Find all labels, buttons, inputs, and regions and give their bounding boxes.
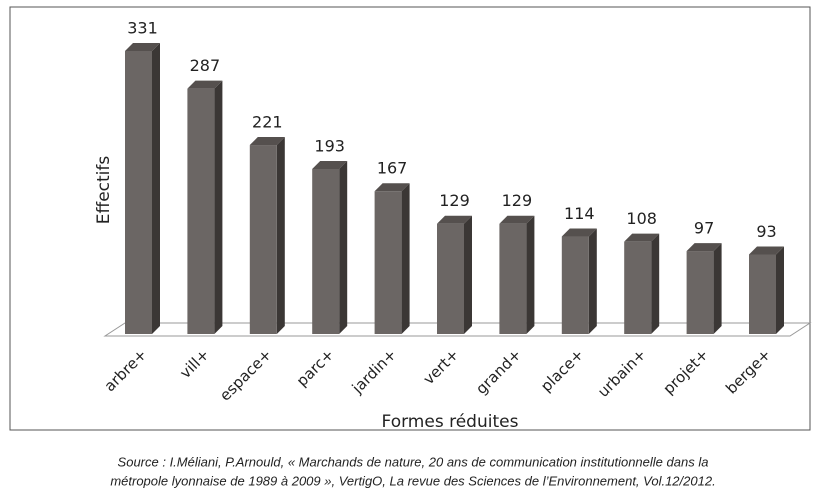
value-label: 108 (626, 209, 657, 228)
bar-top (437, 215, 472, 224)
bar-top (686, 243, 722, 252)
bar-top (374, 183, 410, 192)
bar-side (776, 246, 784, 334)
bar-top (312, 160, 348, 169)
bar (249, 145, 277, 334)
chart-frame (9, 6, 811, 431)
x-tick-label: urbain+ (594, 345, 650, 401)
bar-top (249, 137, 285, 146)
bar-side (401, 183, 410, 334)
bar-side (588, 228, 597, 334)
value-label: 167 (377, 159, 408, 178)
value-label: 129 (439, 191, 470, 210)
bar-side (339, 160, 348, 334)
bar-top (561, 228, 597, 237)
bar-side (276, 137, 285, 334)
bar (125, 50, 152, 335)
bar-side (526, 215, 535, 334)
bar-side (713, 243, 722, 334)
value-label: 129 (502, 191, 533, 210)
bar (499, 223, 527, 334)
bar-top (187, 80, 223, 89)
bar-top (499, 215, 535, 224)
x-tick-label: vill+ (176, 345, 213, 382)
x-tick-label: jardin+ (348, 345, 400, 397)
bar (624, 241, 652, 334)
bar-side (214, 80, 223, 335)
bar (749, 254, 776, 334)
value-label: 193 (314, 136, 345, 155)
value-label: 93 (756, 222, 776, 241)
bar (187, 88, 215, 335)
bar (374, 191, 402, 334)
bar (437, 223, 464, 334)
bar (686, 251, 714, 334)
source-line: Source : I.Méliani, P.Arnould, « Marchan… (118, 454, 709, 469)
bar-side (152, 42, 160, 335)
y-axis-label: Effectifs (94, 156, 114, 225)
bar-top (624, 233, 660, 242)
bar-side (651, 233, 660, 334)
bar (561, 236, 589, 334)
value-label: 331 (127, 18, 158, 37)
value-label: 97 (694, 219, 714, 238)
x-axis-label: Formes réduites (382, 412, 519, 432)
bar-top (749, 246, 784, 255)
bar-side (464, 215, 472, 334)
value-label: 287 (190, 56, 221, 75)
x-tick-label: parc+ (293, 345, 338, 390)
x-tick-label: arbre+ (101, 345, 151, 395)
x-tick-label: berge+ (722, 345, 774, 397)
bar (312, 168, 340, 334)
x-tick-label: place+ (537, 345, 587, 395)
x-tick-label: vert+ (420, 345, 463, 388)
source-line: métropole lyonnaise de 1989 à 2009 », Ve… (110, 473, 715, 488)
x-tick-label: espace+ (216, 345, 275, 404)
x-tick-label: grand+ (472, 345, 525, 398)
x-tick-label: projet+ (660, 345, 713, 398)
value-label: 221 (252, 113, 283, 132)
bar-top (125, 42, 160, 51)
value-label: 114 (564, 204, 595, 223)
